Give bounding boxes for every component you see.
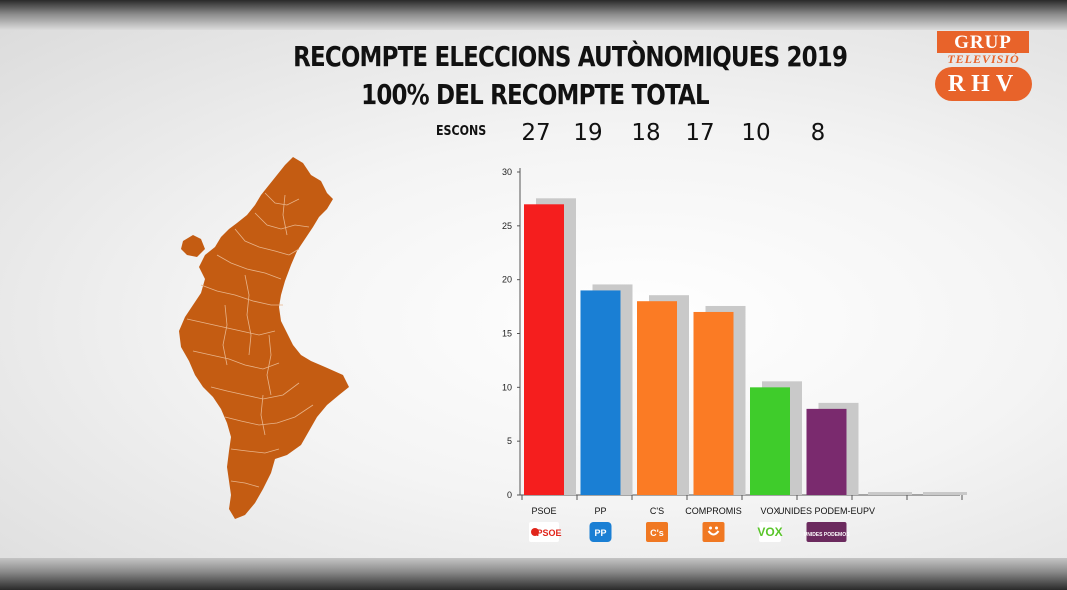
- pp-logo-icon: PP: [589, 522, 612, 542]
- grup-rhv-logo: GRUP TELEVISIÓ RHV: [935, 31, 1032, 101]
- compromis-logo-icon: [702, 522, 725, 542]
- seat-count-compromis: 17: [685, 120, 715, 146]
- party-logo-bg: [759, 522, 781, 542]
- bar-compromis: [693, 311, 734, 495]
- y-tick-label: 15: [502, 329, 512, 339]
- party-logo-text: PP: [594, 528, 606, 538]
- y-tick-label: 10: [502, 382, 512, 392]
- smile-mark: [707, 530, 720, 536]
- category-label: PSOE: [531, 506, 556, 516]
- party-logo-bg: [702, 522, 725, 542]
- cs-logo-icon: C's: [646, 522, 668, 542]
- eye-mark: [709, 526, 712, 530]
- map-enclave: [181, 235, 205, 257]
- bar-unides-podem-eupv: [806, 408, 847, 495]
- bar-pp: [580, 290, 621, 495]
- chart-title: RECOMPTE ELECCIONS AUTÒNOMIQUES 2019: [293, 40, 848, 73]
- escons-label: ESCONS: [436, 124, 487, 139]
- psoe-rose-icon: PSOE: [529, 522, 562, 542]
- y-tick-label: 30: [502, 167, 512, 177]
- party-logo-text: C's: [650, 528, 664, 538]
- map-region-outline: [179, 157, 349, 519]
- party-logo-text: PSOE: [536, 528, 561, 538]
- seat-count-unides-podem: 8: [810, 120, 826, 146]
- party-logo-bg: [646, 522, 668, 542]
- party-logo-bg: [589, 522, 612, 542]
- party-logo-text: UNIDES PODEMOS: [804, 532, 851, 538]
- bar-c-s: [637, 301, 677, 495]
- y-axis-ticks: 0 5 10 15 20 25 30: [502, 167, 520, 500]
- y-tick-label: 25: [502, 221, 512, 231]
- y-tick-label: 5: [507, 436, 512, 446]
- party-logos: PSOE PP C's VOX UNIDES PODEMOS: [529, 522, 850, 542]
- category-label: UNIDES PODEM-EUPV: [778, 506, 875, 516]
- category-label: COMPROMIS: [685, 506, 742, 516]
- logo-line-rhv-wrap: RHV: [935, 67, 1032, 101]
- chart-subtitle: 100% DEL RECOMPTE TOTAL: [361, 78, 709, 111]
- y-tick-label: 0: [507, 490, 512, 500]
- category-label: VOX: [760, 506, 779, 516]
- party-logo-bg: [806, 522, 847, 542]
- seat-count-pp: 19: [573, 120, 603, 146]
- bars: [524, 204, 847, 496]
- y-tick-label: 20: [502, 275, 512, 285]
- comunitat-valenciana-map: [179, 157, 349, 519]
- seat-count-cs: 18: [631, 120, 661, 146]
- empty-slot-shadow: [868, 492, 912, 495]
- seat-count-psoe: 27: [521, 120, 551, 146]
- bar-psoe: [524, 204, 564, 496]
- map-comarca-borders: [186, 192, 314, 488]
- seat-count-vox: 10: [741, 120, 771, 146]
- bar-vox: [750, 387, 790, 495]
- category-label: PP: [594, 506, 606, 516]
- empty-slot-shadow: [923, 492, 967, 495]
- logo-line-grup: GRUP: [937, 31, 1029, 53]
- vox-logo-icon: VOX: [757, 522, 783, 542]
- rose-mark: [531, 528, 539, 536]
- category-label: C'S: [650, 506, 664, 516]
- unides-podemos-logo-icon: UNIDES PODEMOS: [804, 522, 851, 542]
- party-logo-bg: [529, 522, 559, 542]
- eye-mark: [715, 526, 718, 530]
- logo-line-televisio: TELEVISIÓ: [947, 52, 1020, 66]
- party-logo-text: VOX: [757, 525, 782, 539]
- logo-line-rhv: RHV: [947, 71, 1020, 97]
